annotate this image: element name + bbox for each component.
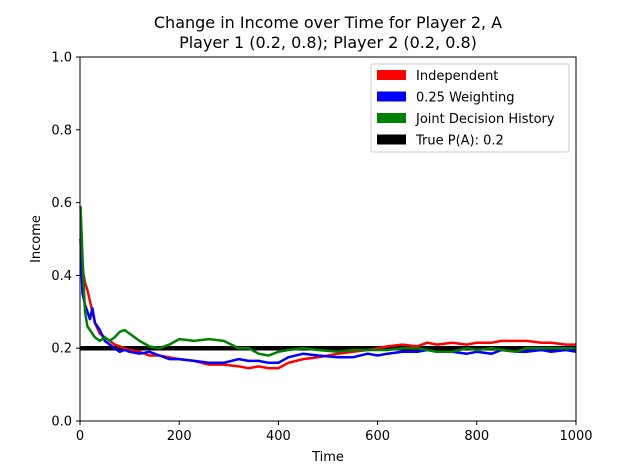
y-tick-label: 0.4 xyxy=(51,269,72,284)
legend-label: True P(A): 0.2 xyxy=(415,134,504,149)
legend-box xyxy=(370,63,570,153)
y-tick-label: 0.2 xyxy=(51,342,72,357)
legend-swatch xyxy=(377,134,406,145)
y-tick-label: 1.0 xyxy=(51,51,72,66)
legend-label: Joint Decision History xyxy=(415,112,555,127)
x-tick-label: 0 xyxy=(76,429,84,444)
legend-entry-weighting: 0.25 Weighting xyxy=(377,91,514,106)
legend-entry-joint-decision-history: Joint Decision History xyxy=(377,112,555,127)
x-tick-label: 200 xyxy=(167,429,192,444)
x-tick-label: 600 xyxy=(365,429,390,444)
y-tick-label: 0.8 xyxy=(51,123,72,138)
series-weighting-line xyxy=(79,238,577,365)
legend-entry-true-probability: True P(A): 0.2 xyxy=(377,134,504,149)
legend-swatch xyxy=(377,70,406,80)
x-tick-label: 400 xyxy=(266,429,291,444)
x-axis-label: Time xyxy=(311,450,344,465)
legend-label: 0.25 Weighting xyxy=(416,91,514,106)
series-joint-decision-history-line xyxy=(79,206,576,357)
legend-swatch xyxy=(377,91,406,102)
chart-title-line1: Change in Income over Time for Player 2,… xyxy=(154,13,502,32)
legend: Independent 0.25 Weighting Joint Decision … xyxy=(370,63,570,153)
x-tick-label: 1000 xyxy=(559,429,592,444)
chart-title-line2: Player 1 (0.2, 0.8); Player 2 (0.2, 0.8) xyxy=(179,33,477,52)
axis-ticks: 0 200 400 600 800 1000 0.0 0.2 0.4 0.6 0.8 1.0 xyxy=(51,51,592,445)
x-tick-label: 800 xyxy=(464,429,489,444)
y-tick-label: 0.6 xyxy=(51,196,72,211)
y-axis-label: Income xyxy=(29,215,44,263)
legend-entry-independent: Independent xyxy=(377,69,498,84)
legend-label: Independent xyxy=(416,69,498,84)
series-layer xyxy=(79,206,577,370)
legend-swatch xyxy=(377,113,406,123)
y-tick-label: 0.0 xyxy=(51,415,72,430)
plot-frame xyxy=(79,56,577,422)
